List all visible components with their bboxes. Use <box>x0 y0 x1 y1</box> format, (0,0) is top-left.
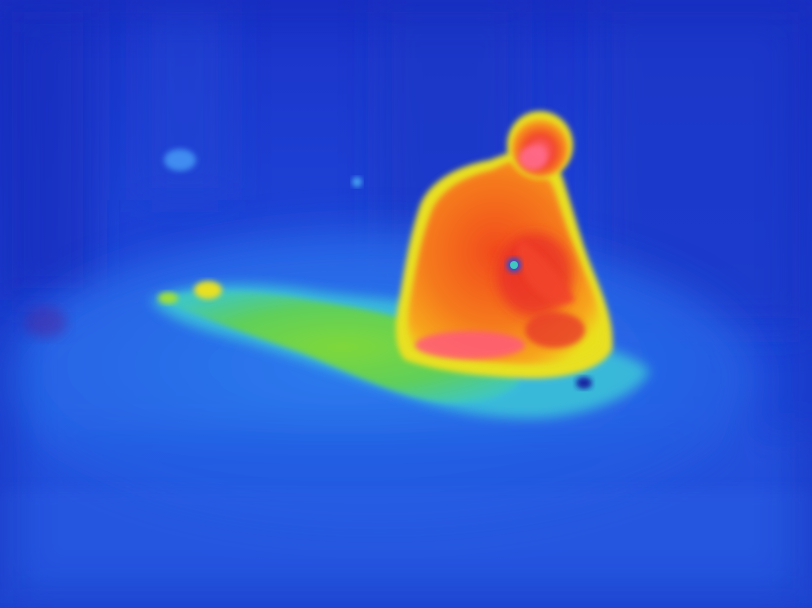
head-heat-signature <box>507 111 573 179</box>
wall-spot <box>164 149 196 171</box>
person-heat-signature <box>395 150 613 379</box>
cold-object <box>576 377 592 389</box>
cold-spot <box>23 306 67 338</box>
wall-spot <box>352 177 362 187</box>
